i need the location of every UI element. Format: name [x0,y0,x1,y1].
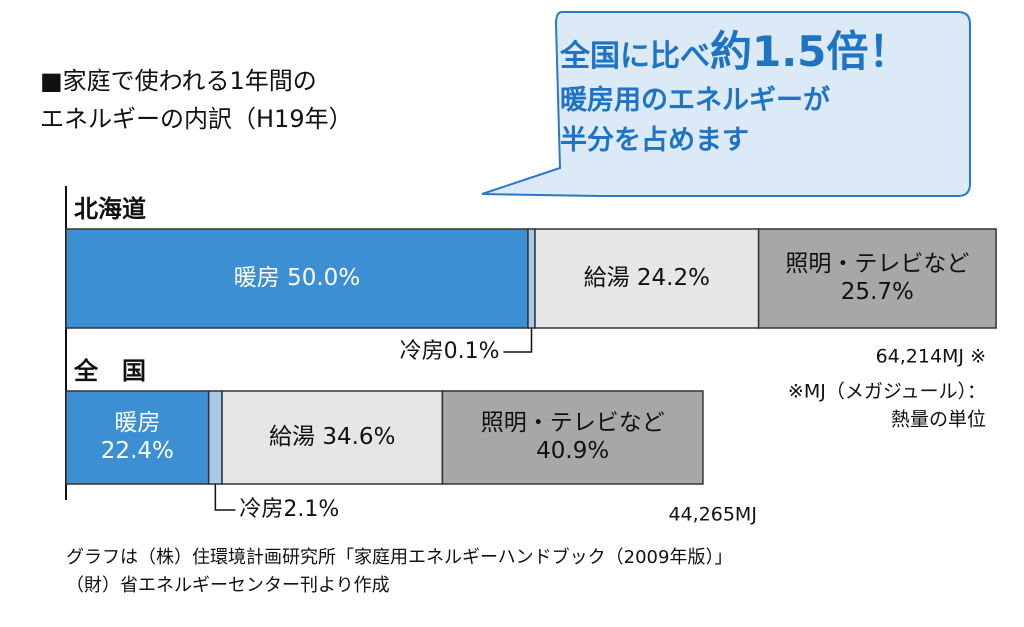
segment-label-1-0-0: 暖房 [114,410,160,436]
chart-title: ■家庭で使われる1年間の エネルギーの内訳（H19年） [40,62,353,138]
segment-label-0-2-0: 給湯 24.2% [584,265,710,291]
callout-line3: 半分を占めます [560,125,749,156]
bar-segment-0-1 [527,228,536,329]
leader-line-0 [503,328,533,353]
segment-label-1-1: 冷房2.1% [239,497,339,522]
source-footnote: グラフは（株）住環境計画研究所「家庭用エネルギーハンドブック（2009年版）」 … [66,544,732,600]
segment-label-1-3-1: 40.9% [536,438,609,464]
leader-line-1 [214,484,236,511]
bar-segment-0-0 [65,228,529,329]
chart-title-line2: エネルギーの内訳（H19年） [40,105,353,133]
source-footnote-line2: （財）省エネルギーセンター刊より作成 [66,575,390,596]
callout-text: 全国に比べ約1.5倍！ 暖房用のエネルギーが 半分を占めます [560,28,960,161]
segment-label-0-1: 冷房0.1% [400,339,500,364]
callout-line1-emphasis: 約1.5倍！ [710,27,911,76]
bar-segment-1-1 [207,390,223,485]
chart-title-line1: ■家庭で使われる1年間の [40,67,317,95]
bar-segment-1-0 [65,390,210,485]
unit-note-line-1: 熱量の単位 [891,409,986,431]
segment-label-0-3-0: 照明・テレビなど [785,251,969,277]
callout-line1-prefix: 全国に比べ [560,39,710,74]
bar-segment-1-3 [441,390,704,485]
segment-label-0-3-1: 25.7% [841,279,914,305]
category-label-0: 北海道 [74,195,146,223]
callout-line1: 全国に比べ約1.5倍！ [560,28,960,81]
total-label-0: 64,214MJ ※ [876,346,986,368]
segment-label-1-3-0: 照明・テレビなど [481,410,665,436]
source-footnote-line1: グラフは（株）住環境計画研究所「家庭用エネルギーハンドブック（2009年版）」 [66,547,733,568]
category-label-1: 全 国 [73,357,146,385]
segment-label-1-2-0: 給湯 34.6% [269,424,395,450]
unit-note-line-0: ※MJ（メガジュール）： [788,381,986,403]
bar-segment-0-3 [757,228,997,329]
callout-line2: 暖房用のエネルギーが [560,85,830,116]
bar-segment-0-2 [534,228,760,329]
segment-label-0-0-0: 暖房 50.0% [234,265,360,291]
segment-label-1-0-1: 22.4% [101,438,174,464]
bar-segment-1-2 [221,390,444,485]
callout-bubble-shape [481,11,971,197]
total-label-1: 44,265MJ [668,504,756,526]
